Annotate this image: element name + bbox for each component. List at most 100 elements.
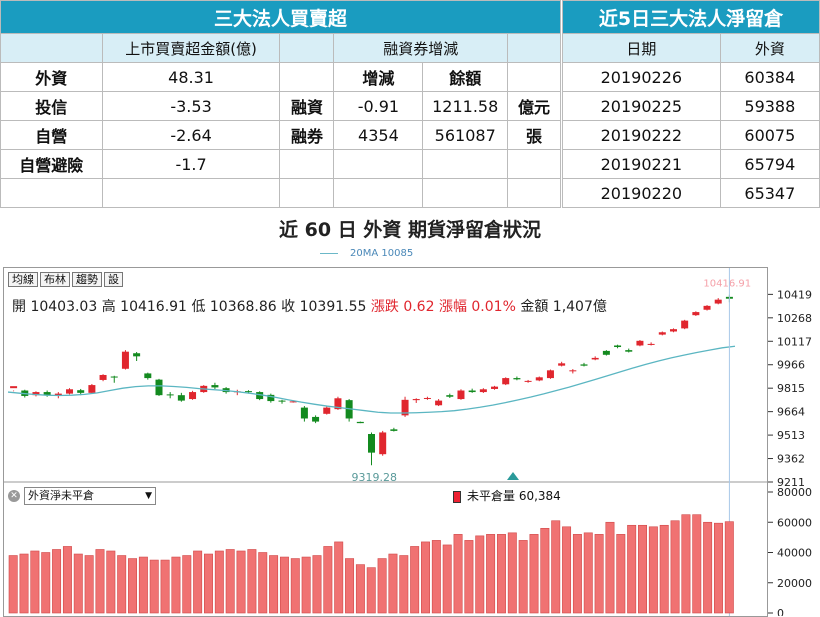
oi-bar (627, 524, 637, 614)
candle-body (714, 299, 722, 304)
change-header: 增減 (333, 62, 424, 92)
oi-bar (453, 534, 463, 614)
candle-body (77, 390, 85, 393)
candle-body (379, 432, 387, 455)
oi-bar (258, 552, 268, 614)
oi-bar (670, 520, 680, 614)
candle-body (468, 390, 476, 393)
oi-bar (703, 521, 713, 614)
y-tick-label: 9362 (777, 453, 805, 466)
candle-body (289, 401, 297, 403)
value-cell: 65347 (719, 178, 820, 208)
candle-body (535, 377, 543, 381)
candle-body (614, 345, 622, 348)
oi-bar (583, 532, 593, 614)
margin-unit: 億元 (507, 91, 561, 121)
candle-body (334, 398, 342, 410)
candle-body (524, 380, 532, 382)
close-value: 收 10391.55 (281, 299, 367, 315)
oi-bar (431, 540, 441, 614)
oi-bar (681, 514, 691, 614)
oi-bar (247, 549, 257, 614)
oi-bar (388, 553, 398, 614)
oi-bar (128, 558, 138, 614)
candle-body (569, 370, 577, 372)
ma-legend-label: 20MA 10085 (350, 248, 414, 259)
y-tick-label: 10117 (777, 335, 812, 348)
candle-body (423, 397, 431, 399)
y-tick-label: 20000 (777, 577, 812, 590)
oi-bar (572, 534, 582, 614)
candle-body (491, 386, 499, 389)
oi-bar (269, 555, 279, 614)
candle-body (211, 385, 219, 388)
value-cell: 60075 (719, 120, 820, 150)
amount-value: 金額 1,407億 (520, 299, 607, 315)
candle-body (390, 429, 398, 431)
candle-body (412, 399, 420, 401)
date-header: 日期 (562, 33, 721, 63)
oi-bar (138, 556, 148, 614)
oi-bar (399, 555, 409, 614)
oi-bar (52, 549, 62, 614)
oi-bar (486, 534, 496, 614)
candle-body (32, 392, 40, 396)
candle-body (110, 376, 118, 378)
oi-bar (290, 558, 300, 614)
y-tick-label: 10268 (777, 312, 812, 325)
candle-body (177, 395, 185, 401)
table1-title: 三大法人買賣超 (0, 0, 561, 34)
oi-bar (345, 558, 355, 614)
oi-bar (182, 555, 192, 614)
oi-bar (638, 524, 647, 614)
oi-bar (225, 549, 235, 614)
y-tick-label: 40000 (777, 547, 812, 560)
candle-body (636, 340, 644, 346)
y-tick-label: 80000 (777, 486, 812, 499)
close-icon[interactable]: ✕ (8, 490, 20, 502)
row-name: 外資 (0, 62, 103, 92)
candle-body (513, 378, 521, 380)
ma-button[interactable]: 均線 (8, 272, 38, 287)
candle-body (278, 400, 286, 402)
amount-header: 上市買賣超金額(億) (101, 33, 281, 63)
row-name: 投信 (0, 91, 103, 121)
oi-bar (442, 544, 452, 614)
bollinger-button[interactable]: 布林 (40, 272, 70, 287)
oi-bar (713, 522, 723, 614)
oi-bar (562, 526, 572, 614)
date-cell: 20190226 (562, 62, 721, 92)
oi-bar (95, 549, 105, 614)
trend-button[interactable]: 趨勢 (72, 272, 102, 287)
oi-bar (496, 534, 506, 614)
oi-bar (214, 550, 224, 614)
row-value: 48.31 (101, 62, 281, 92)
oi-bar (377, 558, 387, 614)
margin-name: 融資 (279, 91, 335, 121)
candle-body (300, 407, 308, 419)
oi-bar (8, 555, 18, 614)
y-tick-label: 0 (777, 607, 784, 616)
ma-legend-line (320, 252, 338, 254)
date-cell: 20190225 (562, 91, 721, 121)
candle-body (658, 332, 666, 335)
indicator-select[interactable]: 外資淨未平倉 ▼ (24, 487, 156, 505)
oi-bar (659, 524, 669, 614)
oi-bar (193, 550, 203, 614)
candle-body (88, 385, 96, 393)
open-interest-text: 未平倉量 60,384 (467, 489, 561, 503)
candle-body (457, 390, 465, 400)
ohlc-info: 開 10403.03 高 10416.91 低 10368.86 收 10391… (12, 296, 607, 316)
chart-title: 近 60 日 外資 期貨淨留倉狀況 (279, 219, 541, 241)
candle-body (99, 374, 107, 380)
settings-button[interactable]: 設 (104, 272, 123, 287)
candle-body (312, 416, 320, 422)
oi-bar (464, 540, 474, 614)
oi-bar (171, 556, 181, 614)
oi-bar (355, 564, 365, 614)
chevron-down-icon: ▼ (145, 491, 152, 501)
candle-body (502, 378, 510, 385)
ma-legend: 20MA 10085 (320, 248, 413, 259)
margin-change: 4354 (333, 120, 424, 150)
